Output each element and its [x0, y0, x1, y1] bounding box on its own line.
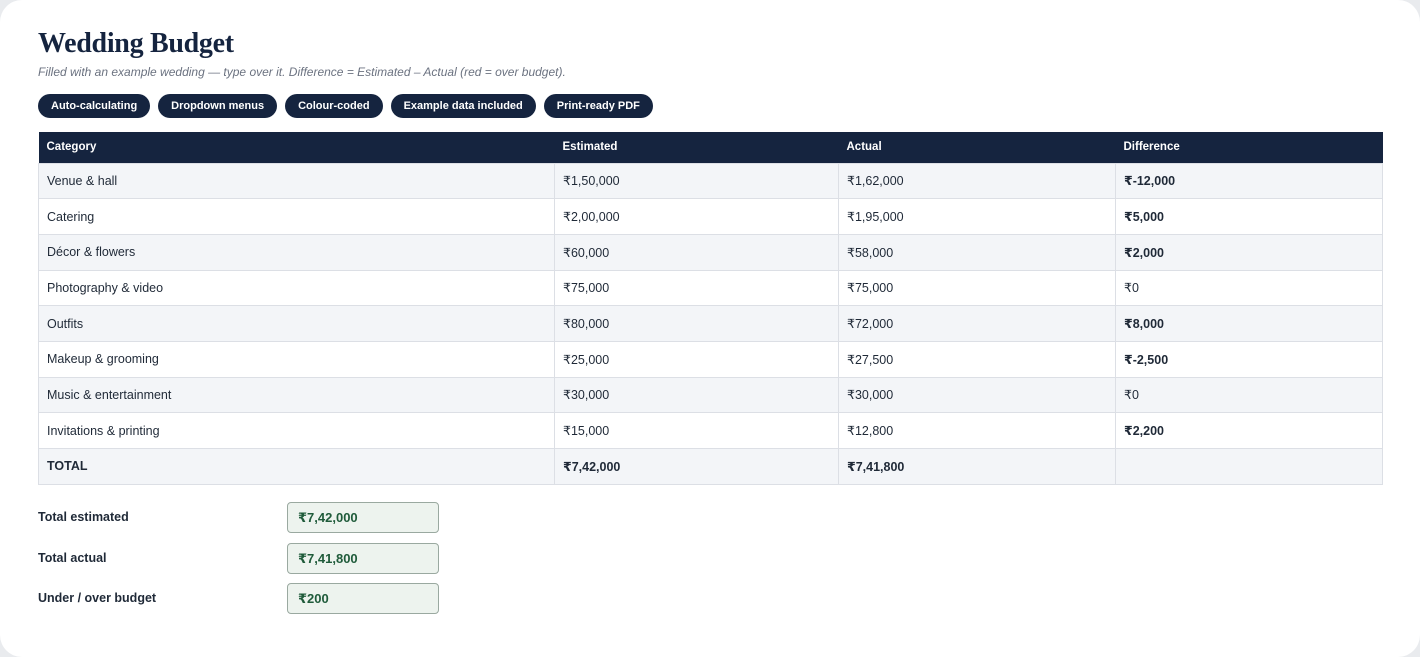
- tag-print-ready-pdf: Print-ready PDF: [543, 94, 653, 118]
- page-title: Wedding Budget: [38, 28, 234, 59]
- total-estimated-cell: ₹7,42,000: [554, 448, 839, 485]
- column-header-difference: Difference: [1115, 132, 1383, 163]
- tag-dropdown-menus: Dropdown menus: [158, 94, 278, 118]
- difference-cell: ₹5,000: [1115, 198, 1383, 235]
- summary-under-over-budget: Under / over budget ₹200: [38, 583, 458, 614]
- actual-cell[interactable]: ₹1,62,000: [838, 162, 1116, 200]
- difference-cell: ₹0: [1115, 376, 1383, 414]
- table-row: Photography & video ₹75,000 ₹75,000 ₹0: [38, 269, 1383, 307]
- actual-cell[interactable]: ₹30,000: [838, 376, 1116, 414]
- category-cell[interactable]: Venue & hall: [38, 162, 555, 200]
- estimated-cell[interactable]: ₹80,000: [554, 305, 839, 342]
- total-actual-value: ₹7,41,800: [287, 543, 439, 574]
- feature-tags: Auto-calculating Dropdown menus Colour-c…: [38, 94, 653, 118]
- budget-table: Category Estimated Actual Difference Ven…: [38, 132, 1383, 485]
- table-row: Décor & flowers ₹60,000 ₹58,000 ₹2,000: [38, 233, 1383, 271]
- estimated-cell[interactable]: ₹25,000: [554, 340, 839, 378]
- category-cell[interactable]: Catering: [38, 198, 555, 235]
- total-row: TOTAL ₹7,42,000 ₹7,41,800: [38, 448, 1383, 485]
- summary-total-actual: Total actual ₹7,41,800: [38, 543, 458, 574]
- tag-example-data: Example data included: [390, 94, 536, 118]
- tag-auto-calculating: Auto-calculating: [38, 94, 151, 118]
- summary-total-estimated: Total estimated ₹7,42,000: [38, 502, 458, 533]
- under-over-budget-value: ₹200: [287, 583, 439, 614]
- actual-cell[interactable]: ₹72,000: [838, 305, 1116, 342]
- column-header-estimated: Estimated: [554, 132, 839, 163]
- tag-colour-coded: Colour-coded: [285, 94, 383, 118]
- difference-cell: ₹8,000: [1115, 305, 1383, 342]
- summary-label: Total estimated: [38, 510, 129, 524]
- table-row: Music & entertainment ₹30,000 ₹30,000 ₹0: [38, 376, 1383, 414]
- category-cell[interactable]: Décor & flowers: [38, 233, 555, 271]
- estimated-cell[interactable]: ₹30,000: [554, 376, 839, 414]
- category-cell[interactable]: Photography & video: [38, 269, 555, 307]
- summary-label: Total actual: [38, 551, 107, 565]
- column-header-actual: Actual: [838, 132, 1116, 163]
- estimated-cell[interactable]: ₹2,00,000: [554, 198, 839, 235]
- difference-cell: ₹-12,000: [1115, 162, 1383, 200]
- difference-cell: ₹2,200: [1115, 412, 1383, 449]
- difference-cell: ₹-2,500: [1115, 340, 1383, 378]
- table-row: Makeup & grooming ₹25,000 ₹27,500 ₹-2,50…: [38, 340, 1383, 378]
- total-difference-cell: [1115, 448, 1383, 485]
- category-cell[interactable]: Music & entertainment: [38, 376, 555, 414]
- estimated-cell[interactable]: ₹15,000: [554, 412, 839, 449]
- difference-cell: ₹2,000: [1115, 233, 1383, 271]
- table-row: Venue & hall ₹1,50,000 ₹1,62,000 ₹-12,00…: [38, 162, 1383, 200]
- difference-cell: ₹0: [1115, 269, 1383, 307]
- category-cell[interactable]: Invitations & printing: [38, 412, 555, 449]
- page-subtitle: Filled with an example wedding — type ov…: [38, 65, 566, 79]
- actual-cell[interactable]: ₹1,95,000: [838, 198, 1116, 235]
- category-cell[interactable]: Makeup & grooming: [38, 340, 555, 378]
- actual-cell[interactable]: ₹75,000: [838, 269, 1116, 307]
- column-header-category: Category: [38, 132, 555, 163]
- summary-label: Under / over budget: [38, 591, 157, 605]
- estimated-cell[interactable]: ₹75,000: [554, 269, 839, 307]
- estimated-cell[interactable]: ₹1,50,000: [554, 162, 839, 200]
- table-row: Invitations & printing ₹15,000 ₹12,800 ₹…: [38, 412, 1383, 449]
- table-row: Outfits ₹80,000 ₹72,000 ₹8,000: [38, 305, 1383, 342]
- actual-cell[interactable]: ₹27,500: [838, 340, 1116, 378]
- actual-cell[interactable]: ₹58,000: [838, 233, 1116, 271]
- table-row: Catering ₹2,00,000 ₹1,95,000 ₹5,000: [38, 198, 1383, 235]
- total-actual-cell: ₹7,41,800: [838, 448, 1116, 485]
- table-header-row: Category Estimated Actual Difference: [38, 132, 1383, 163]
- total-estimated-value: ₹7,42,000: [287, 502, 439, 533]
- estimated-cell[interactable]: ₹60,000: [554, 233, 839, 271]
- total-label: TOTAL: [38, 448, 555, 485]
- category-cell[interactable]: Outfits: [38, 305, 555, 342]
- actual-cell[interactable]: ₹12,800: [838, 412, 1116, 449]
